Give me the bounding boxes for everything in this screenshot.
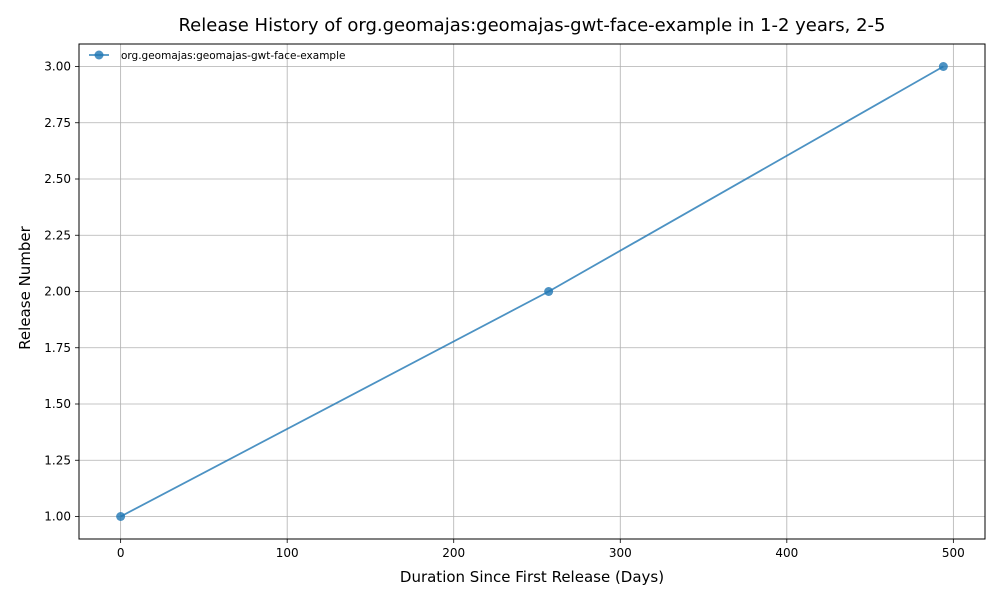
axes: 0 100 200 300 400 500 1.00 1.25 1.50 1.75 2.00 2.25… (44, 60, 965, 561)
y-tick-label: 1.75 (44, 341, 71, 355)
legend-series-label: org.geomajas:geomajas-gwt-face-example (121, 50, 345, 62)
y-tick-label: 2.25 (44, 228, 71, 242)
data-point (544, 287, 554, 296)
y-tick-label: 1.25 (44, 453, 71, 467)
chart-title: Release History of org.geomajas:geomajas… (178, 15, 885, 36)
grid (79, 44, 985, 539)
data-point (938, 62, 948, 71)
data-point (116, 512, 126, 521)
y-tick-label: 2.50 (44, 172, 71, 186)
x-tick-label: 100 (276, 546, 299, 560)
x-tick-label: 500 (942, 546, 965, 560)
legend-point-marker (94, 50, 104, 60)
legend: org.geomajas:geomajas-gwt-face-example (89, 50, 345, 62)
y-tick-label: 1.00 (44, 510, 71, 524)
x-axis-label: Duration Since First Release (Days) (400, 568, 664, 586)
y-tick-label: 2.75 (44, 116, 71, 130)
y-tick-label: 3.00 (44, 60, 71, 74)
x-tick-label: 0 (117, 546, 125, 560)
x-tick-label: 400 (775, 546, 798, 560)
y-tick-label: 2.00 (44, 285, 71, 299)
y-axis-label: Release Number (16, 225, 34, 349)
x-tick-label: 300 (609, 546, 632, 560)
series-layer (116, 62, 948, 521)
y-tick-label: 1.50 (44, 397, 71, 411)
x-tick-label: 200 (442, 546, 465, 560)
